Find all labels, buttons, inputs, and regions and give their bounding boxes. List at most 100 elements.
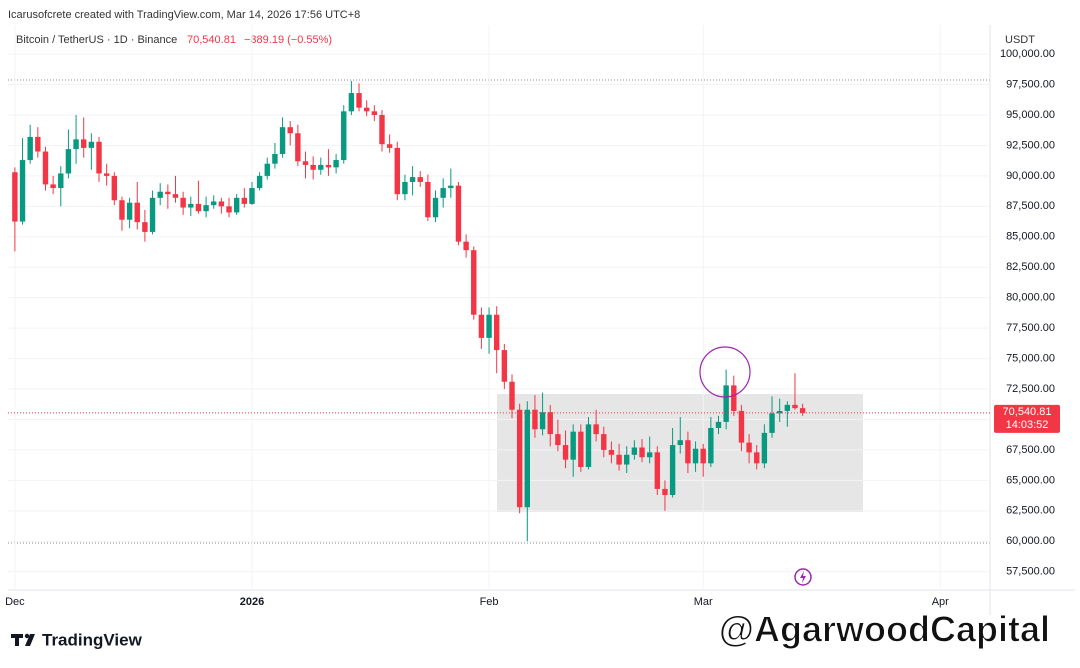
candle-body [19, 160, 26, 222]
candle-body [662, 488, 668, 495]
candle-body [27, 136, 33, 161]
candle-body [195, 203, 202, 212]
last-price-label: 70,540.81 [1003, 406, 1052, 418]
y-tick-label: 80,000.00 [1006, 292, 1055, 304]
candle-body [318, 164, 324, 170]
y-tick-label: 72,500.00 [1006, 383, 1055, 395]
y-tick-label: 100,000.00 [1000, 48, 1055, 60]
candle-body [310, 164, 316, 170]
candle-body [631, 447, 638, 455]
candle-body [501, 350, 508, 382]
event-icon[interactable] [794, 568, 812, 586]
candle-body [386, 144, 393, 148]
candle-body [723, 385, 729, 422]
x-tick-label: 2026 [240, 596, 264, 608]
y-tick-label: 57,500.00 [1006, 566, 1055, 578]
tv-logo: TradingView [11, 630, 143, 649]
candle-body [142, 222, 148, 232]
candle-body [555, 434, 561, 446]
candle-body [784, 404, 791, 411]
candle-body [165, 191, 171, 195]
candle-body [677, 440, 683, 446]
candle-body [103, 173, 110, 176]
candle-body [593, 424, 599, 435]
candle-body [746, 442, 752, 453]
candle-body [96, 141, 102, 174]
candle-body [471, 250, 477, 315]
candle-body [180, 197, 186, 208]
candle-body [654, 452, 661, 489]
candle-body [585, 424, 592, 467]
marks: 57,500.00 60,000.00 62,500.00 65,000.00 67,5… [5, 25, 1075, 615]
candle-body [233, 197, 240, 213]
candle-body [272, 153, 278, 164]
candle-body [578, 431, 584, 467]
candle-body [356, 93, 362, 108]
candle-body [348, 93, 355, 112]
y-tick-label: 87,500.00 [1006, 200, 1055, 212]
candle-body [455, 185, 462, 242]
symbol: Bitcoin / TetherUS · 1D · Binance [16, 34, 177, 46]
candle-body [302, 161, 309, 165]
candle-body [172, 194, 179, 198]
candle-body [287, 127, 293, 134]
y-tick-label: 90,000.00 [1006, 170, 1055, 182]
candle-body [494, 314, 500, 351]
y-tick-label: 75,000.00 [1006, 352, 1055, 364]
currency: USDT [1005, 34, 1035, 46]
y-tick-label: 77,500.00 [1006, 322, 1055, 334]
y-tick-label: 60,000.00 [1006, 535, 1055, 547]
last-price-box [994, 404, 1060, 433]
logo-icon [24, 633, 30, 639]
candle-body [708, 428, 714, 464]
candle-body [539, 412, 546, 430]
candle-body [547, 412, 553, 435]
candle-body [188, 203, 194, 208]
candle-body [700, 448, 706, 464]
y-tick-label: 85,000.00 [1006, 231, 1055, 243]
y-tick-label: 82,500.00 [1006, 261, 1055, 273]
candle-body [58, 173, 64, 189]
candle-body [624, 454, 630, 465]
candle-body [226, 206, 232, 213]
candle-body [341, 111, 347, 161]
credit: Icarusofcrete created with TradingView.c… [8, 9, 360, 21]
candle-body [524, 409, 530, 508]
candle-body [394, 147, 400, 195]
header-change: −389.19 (−0.55%) [244, 34, 332, 46]
candle-body [218, 201, 225, 207]
candle-body [73, 139, 79, 150]
event-bolt [800, 571, 806, 583]
x-tick-label: Dec [5, 596, 25, 608]
candle-body [601, 434, 607, 450]
candle-body [157, 191, 163, 198]
candle-body [608, 449, 615, 455]
candle-body [42, 151, 49, 185]
candle-body [264, 163, 270, 176]
candle-body [738, 410, 745, 443]
candle-body [256, 175, 263, 189]
candle-body [669, 445, 676, 495]
countdown: 14:03:52 [1006, 419, 1049, 431]
candle-body [12, 172, 18, 222]
candle-body [203, 205, 209, 212]
candle-body [333, 160, 339, 168]
candle-body [463, 241, 469, 251]
candle-body [81, 139, 87, 148]
y-tick-label: 92,500.00 [1006, 139, 1055, 151]
x-tick-label: Mar [694, 596, 713, 608]
candle-body [432, 197, 439, 218]
candle-body [754, 452, 760, 464]
header-price: 70,540.81 [187, 34, 236, 46]
candle-body [562, 445, 569, 460]
candle-body [371, 111, 378, 115]
candle-body [211, 201, 217, 206]
logo-text: TradingView [42, 630, 143, 649]
logo-icon [15, 634, 19, 646]
candle-body [363, 107, 370, 112]
candle-body [761, 432, 768, 464]
candle-body [646, 452, 653, 458]
